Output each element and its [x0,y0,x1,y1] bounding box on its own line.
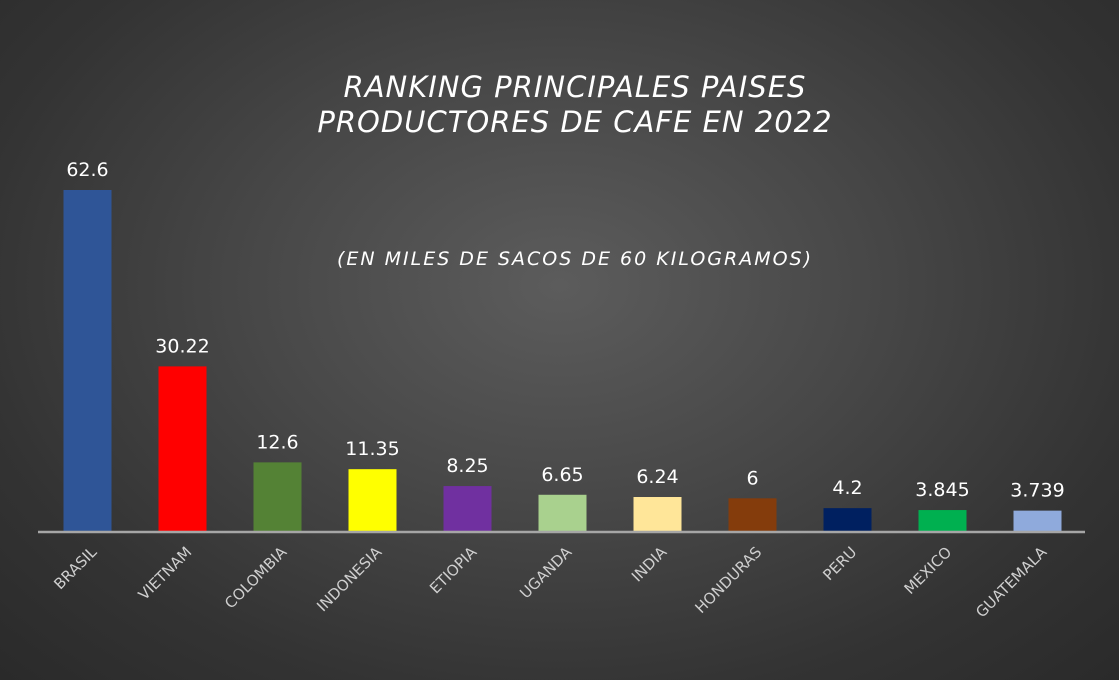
bar-mexico [918,510,967,531]
x-tick-labels: BRASIL VIETNAM COLOMBIA INDONESIA ETIOPIA UGA… [50,543,1050,622]
data-label-honduras: 6 [746,467,758,489]
x-tick-label-vietnam: VIETNAM [135,543,196,604]
data-label-vietnam: 30.22 [155,335,209,357]
data-label-india: 6.24 [636,466,678,488]
data-label-indonesia: 11.35 [345,438,399,460]
chart-subtitle: (EN MILES DE SACOS DE 60 KILOGRAMOS) [337,248,813,270]
x-tick-label-etiopia: ETIOPIA [426,543,481,598]
x-tick-label-peru: PERU [819,543,860,584]
x-tick-label-india: INDIA [628,543,671,586]
x-tick-label-honduras: HONDURAS [691,543,765,617]
bar-brasil [63,190,112,531]
data-label-guatemala: 3.739 [1010,480,1064,502]
bars-group: 62.6 30.22 12.6 11.35 8.25 6.65 6.24 6 4.2 3.845 3… [63,159,1065,531]
bar-vietnam [158,366,207,531]
bar-honduras [728,498,777,531]
data-label-etiopia: 8.25 [446,455,488,477]
x-tick-label-brasil: BRASIL [50,543,100,593]
chart-title-line-2: PRODUCTORES DE CAFE EN 2022 [317,105,832,139]
data-label-peru: 4.2 [832,477,862,499]
data-label-mexico: 3.845 [915,479,969,501]
bar-guatemala [1013,510,1062,531]
x-tick-label-colombia: COLOMBIA [221,543,291,613]
data-label-uganda: 6.65 [541,464,583,486]
bar-etiopia [443,486,492,531]
data-label-colombia: 12.6 [256,431,298,453]
bar-peru [823,508,872,531]
bar-colombia [253,462,302,531]
x-tick-label-mexico: MEXICO [901,543,956,598]
chart-title-line-1: RANKING PRINCIPALES PAISES [344,70,807,104]
bar-indonesia [348,469,397,531]
x-tick-label-uganda: UGANDA [516,543,576,603]
bar-india [633,497,682,531]
x-tick-label-indonesia: INDONESIA [313,543,386,616]
bar-uganda [538,494,587,531]
data-label-brasil: 62.6 [66,159,108,181]
x-tick-label-guatemala: GUATEMALA [972,543,1051,622]
